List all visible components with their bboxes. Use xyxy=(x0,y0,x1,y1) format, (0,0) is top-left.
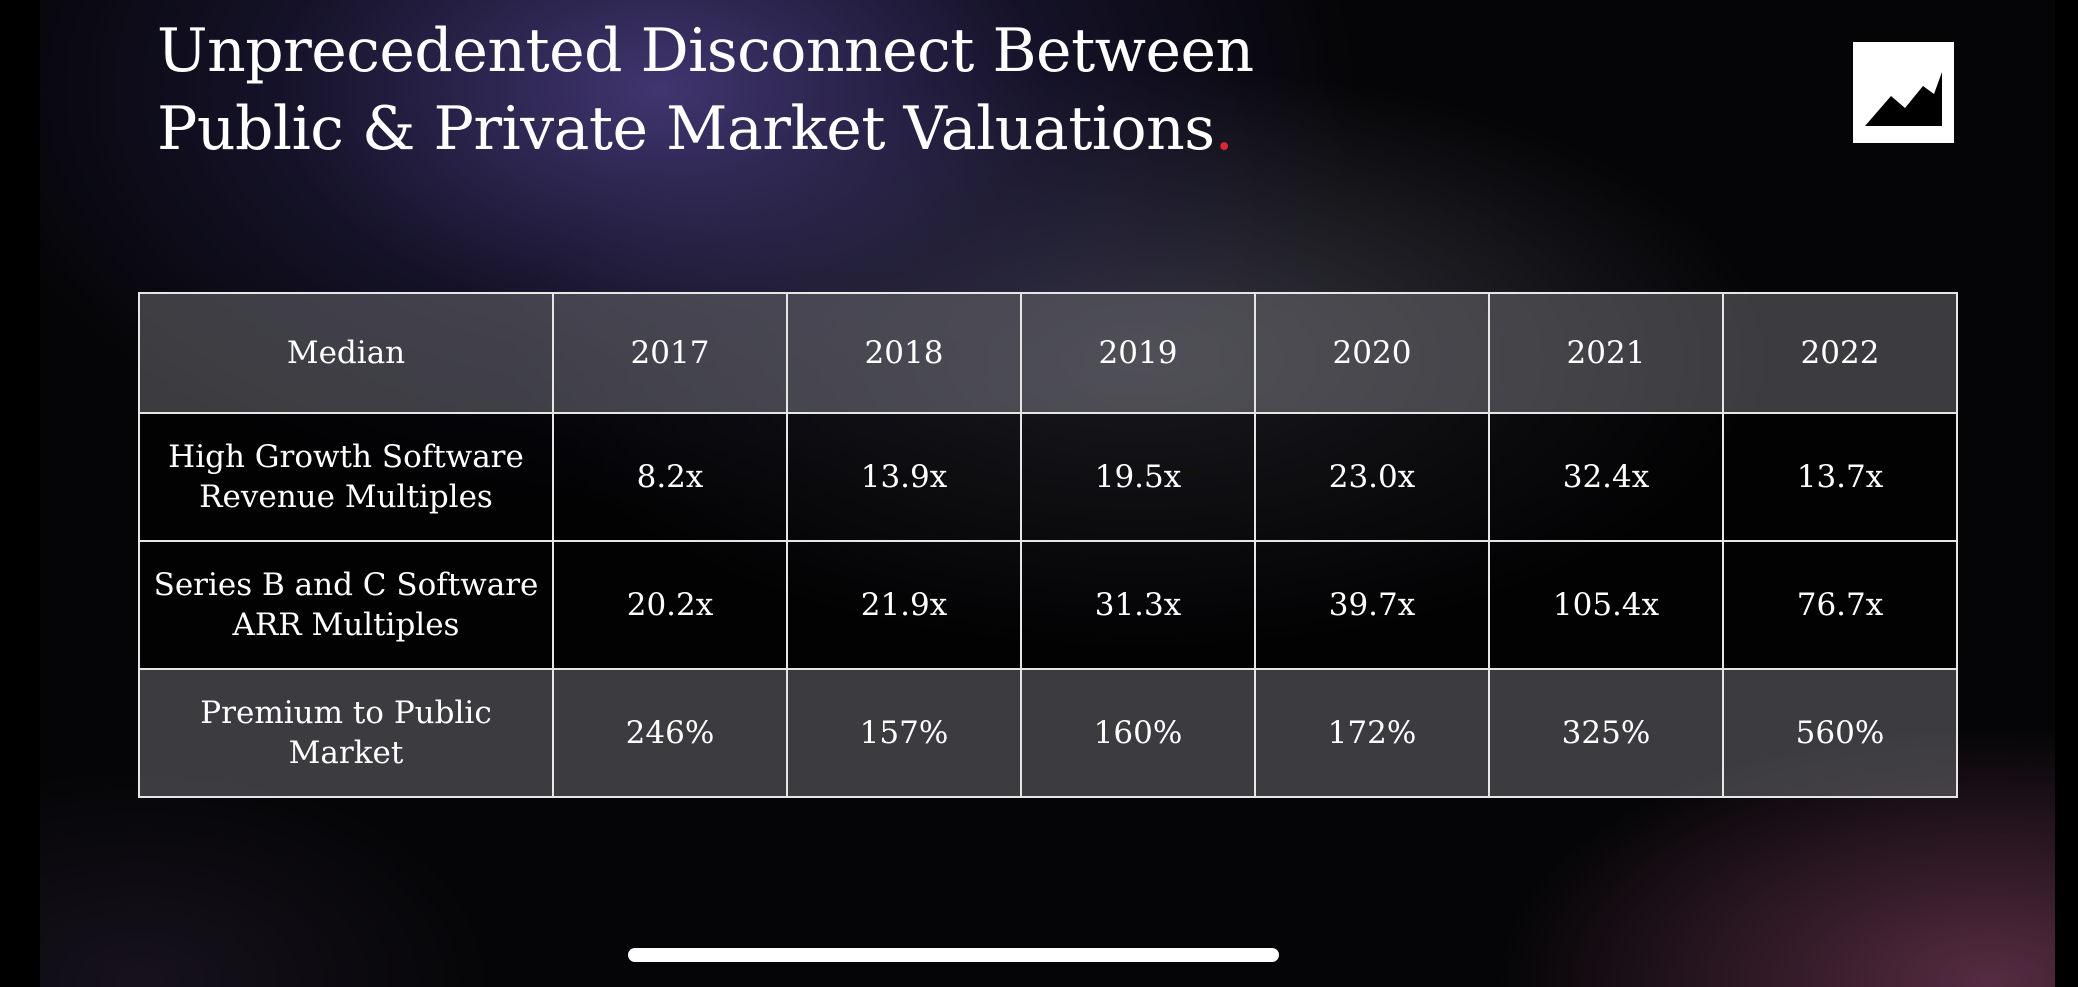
slide-title-text: Unprecedented Disconnect Between Public … xyxy=(157,16,1254,164)
table-cell: 32.4x xyxy=(1488,412,1724,542)
table-cell: 246% xyxy=(552,668,788,798)
header-cell-year: 2021 xyxy=(1488,292,1724,414)
valuation-table: Median 2017 2018 2019 2020 2021 2022 Hig… xyxy=(138,292,1958,798)
table-cell: 76.7x xyxy=(1722,540,1958,670)
table-cell: 8.2x xyxy=(552,412,788,542)
mountain-icon xyxy=(1853,42,1954,143)
header-cell-year: 2022 xyxy=(1722,292,1958,414)
table-cell: 172% xyxy=(1254,668,1490,798)
header-cell-year: 2020 xyxy=(1254,292,1490,414)
row-label: High Growth Software Revenue Multiples xyxy=(138,412,554,542)
table-cell: 560% xyxy=(1722,668,1958,798)
header-cell-year: 2018 xyxy=(786,292,1022,414)
table-cell: 325% xyxy=(1488,668,1724,798)
table-cell: 21.9x xyxy=(786,540,1022,670)
slide-title: Unprecedented Disconnect Between Public … xyxy=(157,12,1457,168)
table-cell: 13.7x xyxy=(1722,412,1958,542)
table-row: Series B and C Software ARR Multiples 20… xyxy=(138,540,1958,670)
slide: Unprecedented Disconnect Between Public … xyxy=(40,0,2055,987)
table-row: Premium to Public Market 246% 157% 160% … xyxy=(138,668,1958,798)
header-cell-median: Median xyxy=(138,292,554,414)
table-cell: 13.9x xyxy=(786,412,1022,542)
home-indicator-bar[interactable] xyxy=(628,948,1279,962)
table-cell: 160% xyxy=(1020,668,1256,798)
header-cell-year: 2017 xyxy=(552,292,788,414)
table-cell: 105.4x xyxy=(1488,540,1724,670)
table-row: High Growth Software Revenue Multiples 8… xyxy=(138,412,1958,542)
row-label: Premium to Public Market xyxy=(138,668,554,798)
row-label: Series B and C Software ARR Multiples xyxy=(138,540,554,670)
table-cell: 157% xyxy=(786,668,1022,798)
header-cell-year: 2019 xyxy=(1020,292,1256,414)
mountain-logo-graphic xyxy=(1865,72,1942,126)
table-header-row: Median 2017 2018 2019 2020 2021 2022 xyxy=(138,292,1958,414)
table-cell: 31.3x xyxy=(1020,540,1256,670)
table-cell: 20.2x xyxy=(552,540,788,670)
title-accent-dot: . xyxy=(1214,94,1234,164)
table-cell: 19.5x xyxy=(1020,412,1256,542)
table-cell: 39.7x xyxy=(1254,540,1490,670)
table-cell: 23.0x xyxy=(1254,412,1490,542)
